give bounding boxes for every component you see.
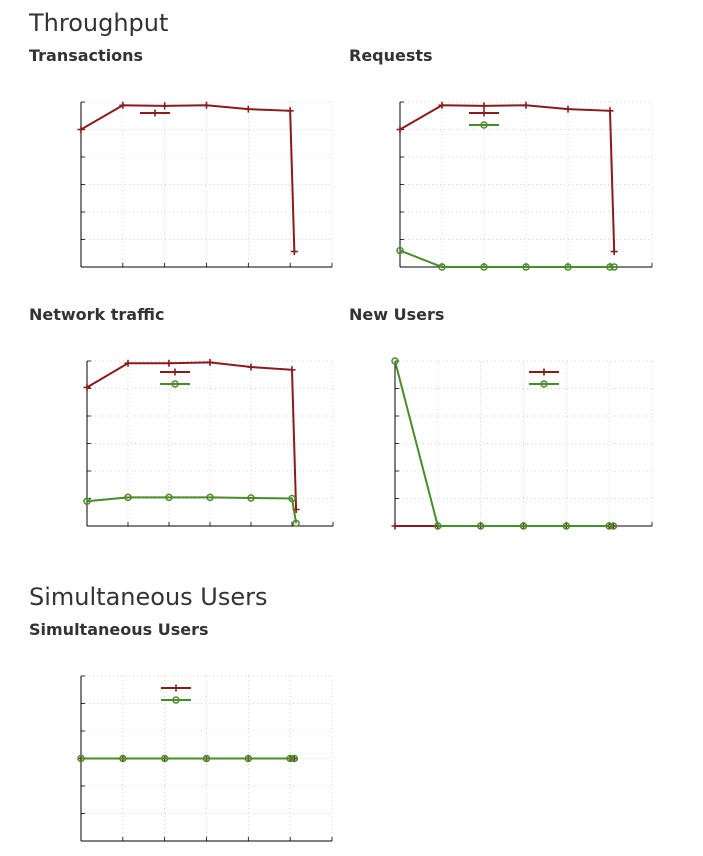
data-point-size_sent (83, 383, 91, 391)
data-point-size_rcv (292, 519, 300, 527)
requests-heading: Requests (349, 46, 433, 65)
data-point-connect (480, 263, 488, 271)
simultaneous-users-heading: Simultaneous Users (29, 620, 209, 639)
data-point-connected (77, 754, 85, 763)
network-traffic-heading: Network traffic (29, 305, 165, 324)
data-point-connect (610, 263, 618, 271)
data-point-connect (522, 263, 530, 271)
legend-marker-size_sent (171, 368, 179, 376)
data-point-connected (286, 754, 294, 763)
legend-marker-size_rcv (171, 380, 179, 388)
new-users-heading: New Users (349, 305, 445, 324)
data-point-users_count (605, 522, 613, 530)
data-point-size_rcv (83, 497, 91, 505)
legend-marker-users_count (540, 380, 548, 388)
data-point-connect (438, 263, 446, 271)
data-point-connect (564, 263, 572, 271)
data-point-size_rcv (165, 493, 173, 502)
data-point-users_count (609, 522, 618, 530)
legend-marker-request (480, 109, 488, 117)
data-point-size_rcv (206, 493, 214, 502)
data-point-connect (396, 246, 404, 255)
data-point-users_count (391, 357, 399, 365)
legend-marker-page (151, 109, 159, 117)
data-point-connected (290, 754, 299, 763)
legend-marker-connected (172, 696, 180, 704)
legend-marker-connect (480, 121, 488, 129)
data-point-page (203, 101, 210, 109)
series-line-users_count (394, 360, 614, 527)
data-point-request (396, 126, 404, 133)
data-point-request (564, 105, 572, 113)
data-point-page (244, 105, 252, 113)
data-point-request (438, 101, 446, 109)
series-line-connect (399, 249, 615, 268)
data-point-size_rcv (124, 493, 132, 502)
legend-marker-finish_users_count (540, 368, 548, 376)
transactions-heading: Transactions (29, 46, 144, 65)
data-point-page (290, 248, 298, 256)
data-point-finish_users_count (391, 522, 399, 530)
data-point-request (522, 101, 530, 109)
data-point-page (77, 126, 85, 133)
data-point-connect (606, 263, 614, 271)
data-point-connected (119, 754, 127, 763)
data-point-size_sent (165, 359, 173, 367)
data-point-connected (244, 754, 253, 763)
legend-marker-users (172, 684, 180, 692)
data-point-users_count (434, 522, 442, 530)
simultaneous-users-section-heading: Simultaneous Users (29, 583, 268, 611)
data-point-users_count (519, 522, 528, 530)
data-point-request (606, 107, 614, 115)
series-line-size_rcv (86, 496, 298, 524)
data-point-page (161, 102, 169, 110)
data-point-page (119, 101, 127, 109)
data-point-size_rcv (247, 494, 255, 502)
data-point-connected (202, 754, 211, 763)
data-point-users_count (562, 522, 571, 530)
data-point-connected (160, 754, 169, 763)
data-point-size_sent (124, 359, 132, 367)
data-point-size_rcv (288, 494, 296, 503)
data-point-size_sent (288, 366, 296, 374)
data-point-request (610, 248, 618, 256)
data-point-size_sent (206, 358, 214, 366)
data-point-request (480, 102, 488, 110)
data-point-users_count (476, 522, 485, 530)
data-point-page (286, 107, 294, 115)
throughput-heading: Throughput (29, 9, 169, 37)
data-point-size_sent (247, 363, 255, 371)
